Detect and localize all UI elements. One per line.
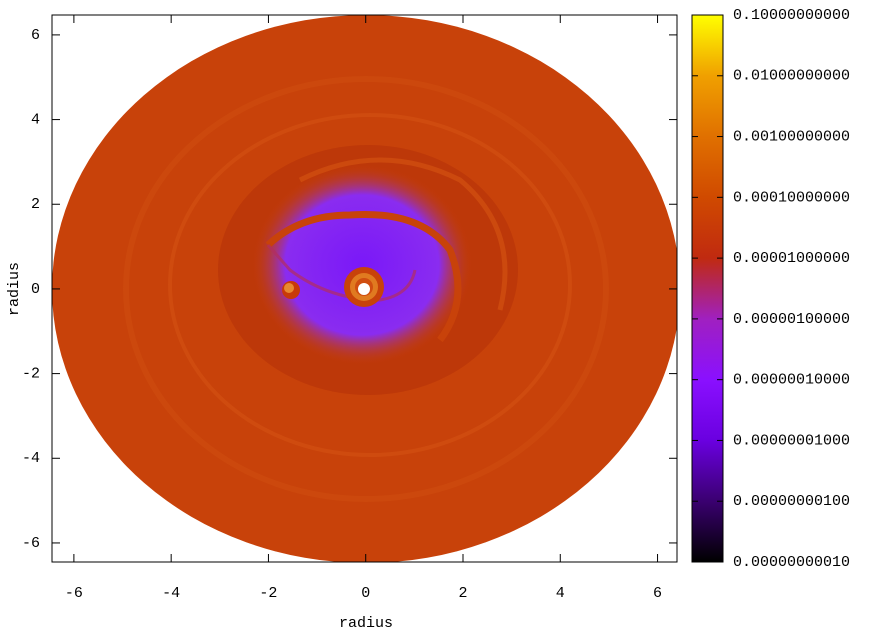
colorbar-tick-label: 0.00000100000 — [733, 311, 850, 328]
x-axis-label: radius — [339, 615, 393, 632]
x-tick-label: -6 — [65, 585, 83, 602]
x-tick-label: 0 — [361, 585, 370, 602]
x-tick-label: 2 — [458, 585, 467, 602]
y-tick-label: 0 — [31, 281, 40, 298]
colorbar-tick-label: 0.01000000000 — [733, 68, 850, 85]
x-tick-label: -2 — [259, 585, 277, 602]
y-tick-label: 4 — [31, 112, 40, 129]
y-tick-label: -2 — [22, 366, 40, 383]
y-axis-label: radius — [6, 262, 23, 316]
colorbar-tick-label: 0.00000000010 — [733, 554, 850, 571]
colorbar-tick-label: 0.00010000000 — [733, 189, 850, 206]
colorbar-tick-label: 0.10000000000 — [733, 7, 850, 24]
colorbar-tick-label: 0.00000010000 — [733, 372, 850, 389]
colorbar-tick-label: 0.00001000000 — [733, 250, 850, 267]
y-tick-label: -4 — [22, 450, 40, 467]
colorbar-tick-label: 0.00100000000 — [733, 129, 850, 146]
y-tick-label: -6 — [22, 535, 40, 552]
colorbar-tick-label: 0.00000001000 — [733, 432, 850, 449]
density-field — [52, 15, 677, 562]
x-tick-label: 4 — [556, 585, 565, 602]
y-tick-label: 6 — [31, 27, 40, 44]
x-tick-label: -4 — [162, 585, 180, 602]
colorbar-tick-label: 0.00000000100 — [733, 493, 850, 510]
y-tick-label: 2 — [31, 196, 40, 213]
x-tick-label: 6 — [653, 585, 662, 602]
colorbar — [691, 14, 724, 563]
